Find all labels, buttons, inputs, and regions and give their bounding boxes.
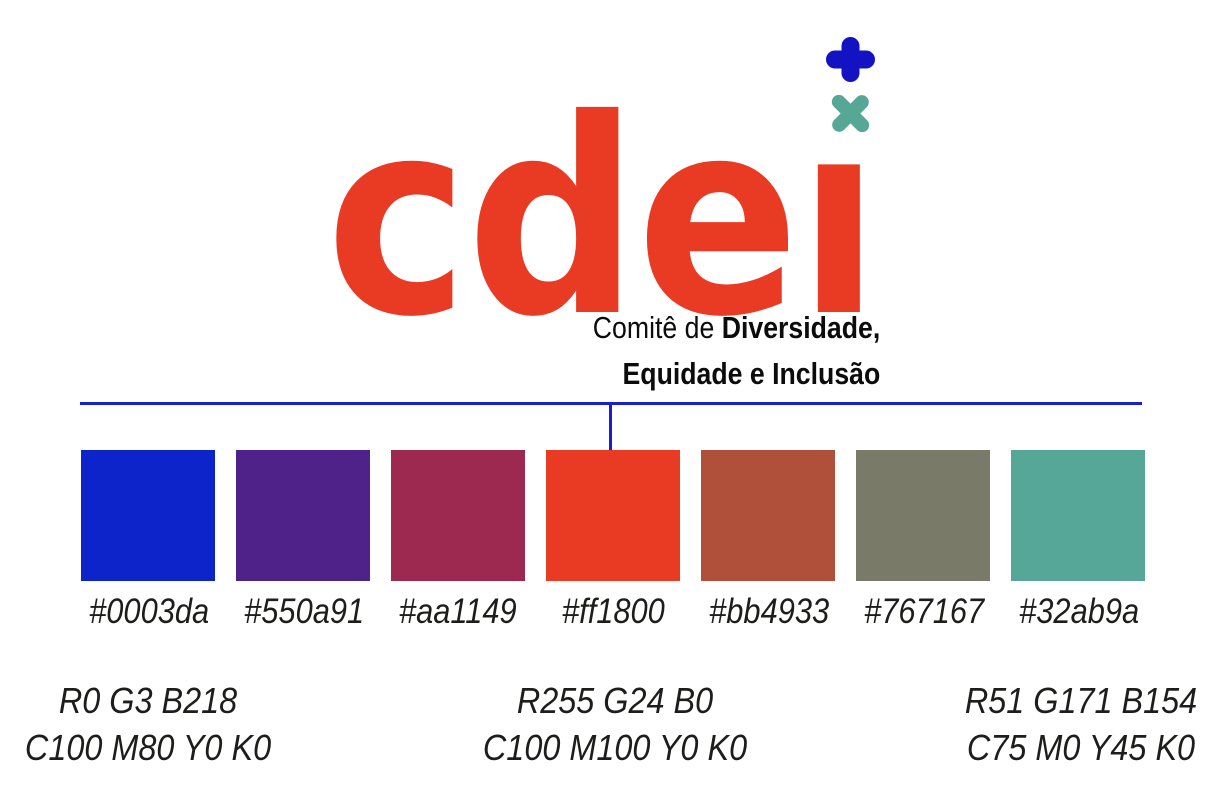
hex-label: #aa1149 — [399, 592, 517, 631]
plus-icon — [826, 37, 875, 82]
rgb-value: R51 G171 B154 — [964, 680, 1198, 721]
subtitle-line1-bold: Diversidade, — [721, 310, 880, 345]
logo-wordmark: cdeı — [326, 61, 880, 376]
color-swatch-maroon — [391, 450, 525, 581]
divider-line — [80, 402, 1142, 405]
x-cross-icon — [831, 94, 870, 133]
hex-label-cell: #aa1149 — [391, 594, 525, 630]
subtitle-line1-regular: Comitê de — [592, 310, 722, 345]
hex-label-cell: #ff1800 — [546, 594, 680, 630]
cmyk-value: C100 M100 Y0 K0 — [482, 727, 748, 768]
color-swatch-rust — [701, 450, 835, 581]
hex-label-cell: #550a91 — [236, 594, 370, 630]
hex-label: #bb4933 — [709, 592, 830, 631]
rgb-value: R255 G24 B0 — [516, 680, 714, 721]
palette-row — [81, 450, 1145, 581]
connector-line — [609, 405, 612, 451]
cmyk-value: C100 M80 Y0 K0 — [24, 727, 272, 768]
subtitle-line1: Comitê de Diversidade, — [593, 305, 880, 351]
hex-label-cell: #767167 — [856, 594, 990, 630]
hex-label: #32ab9a — [1019, 592, 1140, 631]
color-detail-block-blue: R0 G3 B218 C100 M80 Y0 K0 — [25, 677, 271, 771]
cmyk-value: C75 M0 Y45 K0 — [966, 727, 1196, 768]
hex-label: #0003da — [89, 592, 210, 631]
hex-label: #ff1800 — [561, 592, 665, 631]
logo-subtitle: Comitê de Diversidade, Equidade e Inclus… — [593, 305, 880, 397]
hex-label-cell: #32ab9a — [1011, 594, 1145, 630]
color-swatch-gray — [856, 450, 990, 581]
color-swatch-blue — [81, 450, 215, 581]
hex-label-cell: #bb4933 — [701, 594, 835, 630]
rgb-value: R0 G3 B218 — [58, 680, 238, 721]
color-swatch-teal — [1011, 450, 1145, 581]
subtitle-line2: Equidade e Inclusão — [622, 356, 880, 391]
hex-labels-row: #0003da #550a91 #aa1149 #ff1800 #bb4933 … — [81, 594, 1145, 630]
color-detail-block-teal: R51 G171 B154 C75 M0 Y45 K0 — [965, 677, 1197, 771]
hex-label: #550a91 — [244, 592, 365, 631]
hex-label: #767167 — [864, 592, 985, 631]
color-swatch-purple — [236, 450, 370, 581]
hex-label-cell: #0003da — [81, 594, 215, 630]
color-swatch-red — [546, 450, 680, 581]
color-detail-block-red: R255 G24 B0 C100 M100 Y0 K0 — [483, 677, 747, 771]
